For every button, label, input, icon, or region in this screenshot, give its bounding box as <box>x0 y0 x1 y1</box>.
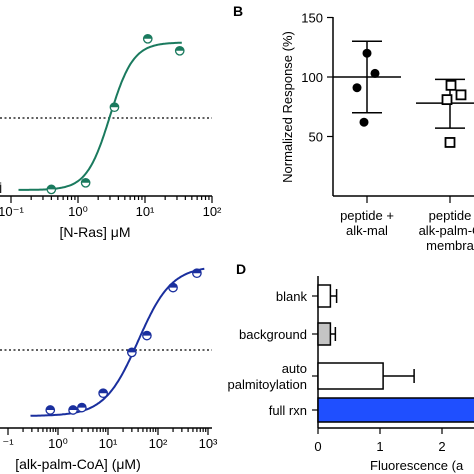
panel-b-category-label: peptide + <box>340 208 394 223</box>
panel-c-points <box>45 268 202 415</box>
panel-c-x-ticks: ⁻¹ 10⁰ 10¹ 10² 10³ <box>2 428 218 451</box>
panel-c-x-label: [alk-palm-CoA] (μM) <box>15 456 141 472</box>
panel-b-group: peptide +alk-mal <box>333 40 401 238</box>
panel-b-category-label: alk-palm-C <box>419 223 474 238</box>
panel-a-tick-label: 10¹ <box>136 204 155 219</box>
panel-d-x-label: Fluorescence (a <box>370 458 464 473</box>
panel-d-x-ticks: 0 1 2 <box>314 428 446 454</box>
panel-b-tick-label: 50 <box>309 130 323 145</box>
panel-d-bar-group: blank <box>276 284 338 308</box>
panel-a-tick-label: 10⁰ <box>68 204 88 219</box>
panel-b-category-label: peptide <box>429 208 472 223</box>
panel-a-data-point <box>174 45 185 56</box>
panel-a-points <box>46 33 185 195</box>
panel-d-category-label: palmitoylation <box>228 377 308 392</box>
panel-b-data-point <box>370 68 380 78</box>
panel-a-data-point <box>46 184 57 195</box>
panel-d-bar <box>317 284 332 308</box>
panel-d-bar <box>317 397 474 423</box>
panel-c: ⁻¹ 10⁰ 10¹ 10² 10³ [alk-palm-CoA] (μM) <box>0 267 218 472</box>
panel-d-bar-group: background <box>239 322 337 346</box>
panel-c-tick-label: ⁻¹ <box>2 436 14 451</box>
panel-d-tick-label: 0 <box>314 439 321 454</box>
panel-c-data-point <box>168 282 178 293</box>
panel-d-category-label: auto <box>282 361 307 376</box>
panel-a-data-point <box>142 33 153 44</box>
panel-b-data-point <box>441 94 453 106</box>
panel-b-category-label: alk-mal <box>346 223 388 238</box>
panel-b-data-point <box>359 117 369 127</box>
panel-d-tick-label: 2 <box>438 439 445 454</box>
panel-d-category-label: blank <box>276 289 308 304</box>
panel-b-y-ticks: 50 100 150 <box>301 11 333 145</box>
panel-a-data-point <box>109 102 120 113</box>
panel-c-data-point <box>68 405 78 415</box>
panel-c-tick-label: 10³ <box>199 436 218 451</box>
panel-b-letter: B <box>233 3 243 19</box>
panel-c-fit-curve <box>30 267 205 417</box>
panel-d-bar-group: full rxn <box>269 397 474 423</box>
panel-a-x-ticks: 10⁻¹ 10⁰ 10¹ 10² <box>0 196 222 219</box>
panel-b-data-point <box>455 89 467 101</box>
panel-c-data-point <box>45 405 56 415</box>
panel-d-tick-label: 1 <box>376 439 383 454</box>
panel-b: B 50 100 150 Normalized Response (%) pepti… <box>233 3 474 253</box>
panel-a-fit-curve <box>18 41 182 191</box>
panel-d-bar <box>317 362 384 390</box>
panel-d-category-label: full rxn <box>269 403 307 418</box>
panel-a-tick-label: 10² <box>203 204 222 219</box>
panel-a-x-label: [N-Ras] μM <box>59 224 130 240</box>
panel-c-data-point <box>142 330 152 341</box>
panel-b-data-point <box>444 137 456 148</box>
panel-c-tick-label: 10² <box>149 436 168 451</box>
panel-b-y-label: Normalized Response (%) <box>280 31 295 183</box>
panel-a-partial-label: İ <box>0 182 2 196</box>
panel-a-data-point <box>80 177 91 188</box>
panel-c-data-point <box>192 268 202 279</box>
panel-c-data-point <box>77 402 87 413</box>
panel-b-category-label: membra <box>426 238 474 253</box>
panel-a: 10⁻¹ 10⁰ 10¹ 10² İ [N-Ras] μM <box>0 33 222 240</box>
panel-d-category-label: background <box>239 327 307 342</box>
panel-b-data-point <box>362 48 372 58</box>
panel-d-letter: D <box>236 261 246 277</box>
panel-c-data-point <box>127 347 137 358</box>
panel-d-bar <box>317 322 332 346</box>
panel-a-tick-label: 10⁻¹ <box>0 204 24 219</box>
panel-b-data-point <box>445 79 457 91</box>
panel-b-tick-label: 150 <box>301 11 323 26</box>
panel-c-tick-label: 10¹ <box>99 436 118 451</box>
panel-b-data-point <box>352 83 362 93</box>
panel-b-tick-label: 100 <box>301 70 323 85</box>
panel-c-tick-label: 10⁰ <box>48 436 68 451</box>
panel-c-data-point <box>98 388 109 399</box>
